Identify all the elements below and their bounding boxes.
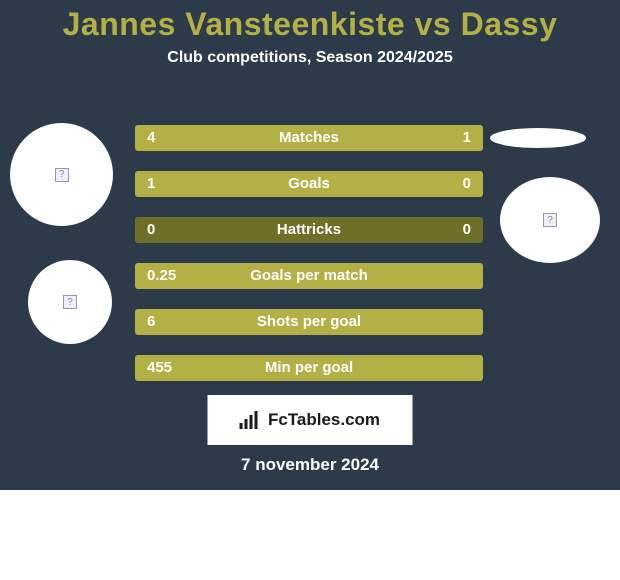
brand-bars-icon (240, 411, 262, 429)
stat-label: Goals (135, 171, 483, 197)
player-right-ellipse (490, 128, 586, 148)
placeholder-icon: ? (55, 168, 69, 182)
stats-container: 41Matches 10Goals 00Hattricks 0.25Goals per… (135, 125, 483, 401)
page-title: Jannes Vansteenkiste vs Dassy (0, 0, 620, 43)
brand-text: FcTables.com (268, 410, 380, 430)
stat-row: 455Min per goal (135, 355, 483, 381)
brand-badge: FcTables.com (208, 395, 413, 445)
stat-label: Hattricks (135, 217, 483, 243)
player-left-avatar-2: ? (28, 260, 112, 344)
placeholder-icon: ? (543, 213, 557, 227)
stat-label: Goals per match (135, 263, 483, 289)
stat-row: 0.25Goals per match (135, 263, 483, 289)
comparison-card: Jannes Vansteenkiste vs Dassy Club compe… (0, 0, 620, 490)
date-label: 7 november 2024 (0, 455, 620, 475)
stat-label: Matches (135, 125, 483, 151)
player-right-avatar: ? (500, 177, 600, 263)
page-subtitle: Club competitions, Season 2024/2025 (0, 49, 620, 67)
stat-label: Min per goal (135, 355, 483, 381)
stat-row: 41Matches (135, 125, 483, 151)
placeholder-icon: ? (63, 295, 77, 309)
player-left-avatar-1: ? (10, 123, 113, 226)
stat-row: 6Shots per goal (135, 309, 483, 335)
stat-label: Shots per goal (135, 309, 483, 335)
stat-row: 10Goals (135, 171, 483, 197)
stat-row: 00Hattricks (135, 217, 483, 243)
